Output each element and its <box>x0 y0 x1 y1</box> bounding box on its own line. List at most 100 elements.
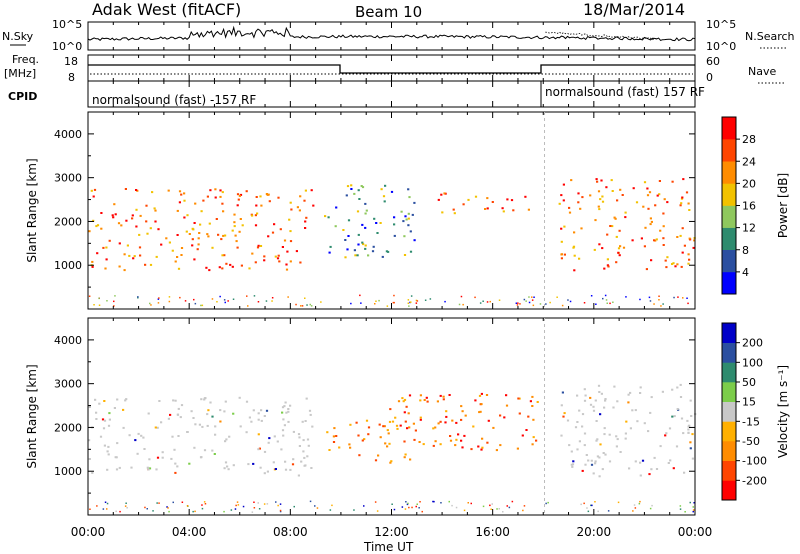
noise-cell <box>660 305 662 307</box>
noise-cell <box>150 304 152 306</box>
echo-cell <box>233 213 236 216</box>
echo-cell <box>472 425 475 428</box>
noise-cell <box>648 296 651 299</box>
echo-cell <box>200 398 203 401</box>
echo-cell <box>155 255 158 258</box>
echo-cell <box>364 247 367 250</box>
noise-cell <box>415 299 418 302</box>
noise-cell <box>586 507 588 509</box>
noise-cell <box>279 509 282 512</box>
noise-cell <box>374 501 377 503</box>
noise-cell <box>479 302 482 304</box>
colorbar-segment <box>722 382 736 402</box>
cpid-text-2: normalsound (fast) 157 RF <box>545 85 705 99</box>
echo-cell <box>199 223 202 226</box>
echo-cell <box>214 433 217 436</box>
echo-cell <box>135 208 138 211</box>
echo-cell <box>91 260 94 263</box>
noise-cell <box>517 302 519 304</box>
noise-cell <box>411 506 413 509</box>
noise-cell <box>506 505 508 507</box>
echo-cell <box>603 433 606 436</box>
echo-cell <box>434 440 437 443</box>
echo-cell <box>167 417 170 420</box>
echo-cell <box>436 400 439 403</box>
echo-cell <box>180 254 183 256</box>
echo-cell <box>365 419 369 422</box>
echo-cell <box>335 206 338 209</box>
noise-cell <box>392 301 395 304</box>
echo-cell <box>103 444 106 447</box>
echo-cell <box>470 448 473 451</box>
noise-cell <box>234 508 237 510</box>
noise-cell <box>257 502 259 504</box>
echo-cell <box>683 471 686 474</box>
echo-cell <box>418 441 421 443</box>
echo-cell <box>103 400 106 402</box>
echo-cell <box>223 410 226 413</box>
echo-cell <box>115 468 119 471</box>
echo-cell <box>383 200 386 203</box>
echo-cell <box>532 436 535 439</box>
echo-cell <box>257 433 260 436</box>
echo-cell <box>381 255 384 258</box>
noise-cell <box>519 303 521 305</box>
echo-cell <box>642 205 645 208</box>
echo-cell <box>95 411 98 414</box>
noise-cell <box>496 508 498 510</box>
echo-cell <box>251 252 254 255</box>
echo-cell <box>147 468 150 471</box>
echo-cell <box>613 216 616 219</box>
noise-cell <box>539 303 542 305</box>
noise-cell <box>113 305 115 307</box>
noise-cell <box>359 294 361 297</box>
echo-cell <box>349 446 352 449</box>
freq-tick-top: 18 <box>64 55 78 68</box>
noise-cell <box>612 301 614 303</box>
echo-cell <box>639 474 642 477</box>
echo-cell <box>277 196 280 199</box>
colorbar-segment <box>722 249 736 273</box>
echo-cell <box>176 413 179 416</box>
noise-cell <box>186 505 189 507</box>
echo-cell <box>172 399 175 402</box>
echo-cell <box>624 432 627 435</box>
echo-cell <box>598 243 601 246</box>
echo-cell <box>305 397 308 400</box>
echo-cell <box>388 420 392 423</box>
noise-cell <box>271 297 274 299</box>
noise-cell <box>602 297 604 300</box>
noise-cell <box>523 298 526 301</box>
noise-cell <box>474 296 476 299</box>
noise-cell <box>114 295 116 297</box>
echo-cell <box>676 263 679 266</box>
echo-cell <box>196 248 199 251</box>
echo-cell <box>183 216 186 219</box>
noise-cell <box>638 502 641 505</box>
noise-cell <box>491 503 493 505</box>
echo-cell <box>88 458 91 460</box>
noise-cell <box>293 505 295 508</box>
echo-cell <box>592 405 595 408</box>
echo-cell <box>527 415 530 418</box>
echo-cell <box>403 440 406 443</box>
echo-cell <box>384 184 387 187</box>
echo-cell <box>403 254 407 256</box>
noise-cell <box>277 504 279 507</box>
echo-cell <box>304 189 307 192</box>
echo-cell <box>531 395 534 398</box>
echo-cell <box>612 406 615 409</box>
noise-cell <box>448 500 450 503</box>
echo-cell <box>225 262 228 265</box>
echo-cell <box>273 435 276 438</box>
noise-cell <box>201 504 203 506</box>
echo-cell <box>672 262 675 265</box>
echo-cell <box>219 409 222 412</box>
echo-cell <box>203 397 206 400</box>
echo-cell <box>407 217 410 220</box>
noise-cell <box>498 299 501 301</box>
noise-cell <box>679 505 682 507</box>
echo-cell <box>562 199 565 202</box>
echo-cell <box>576 394 579 397</box>
echo-cell <box>123 269 126 272</box>
